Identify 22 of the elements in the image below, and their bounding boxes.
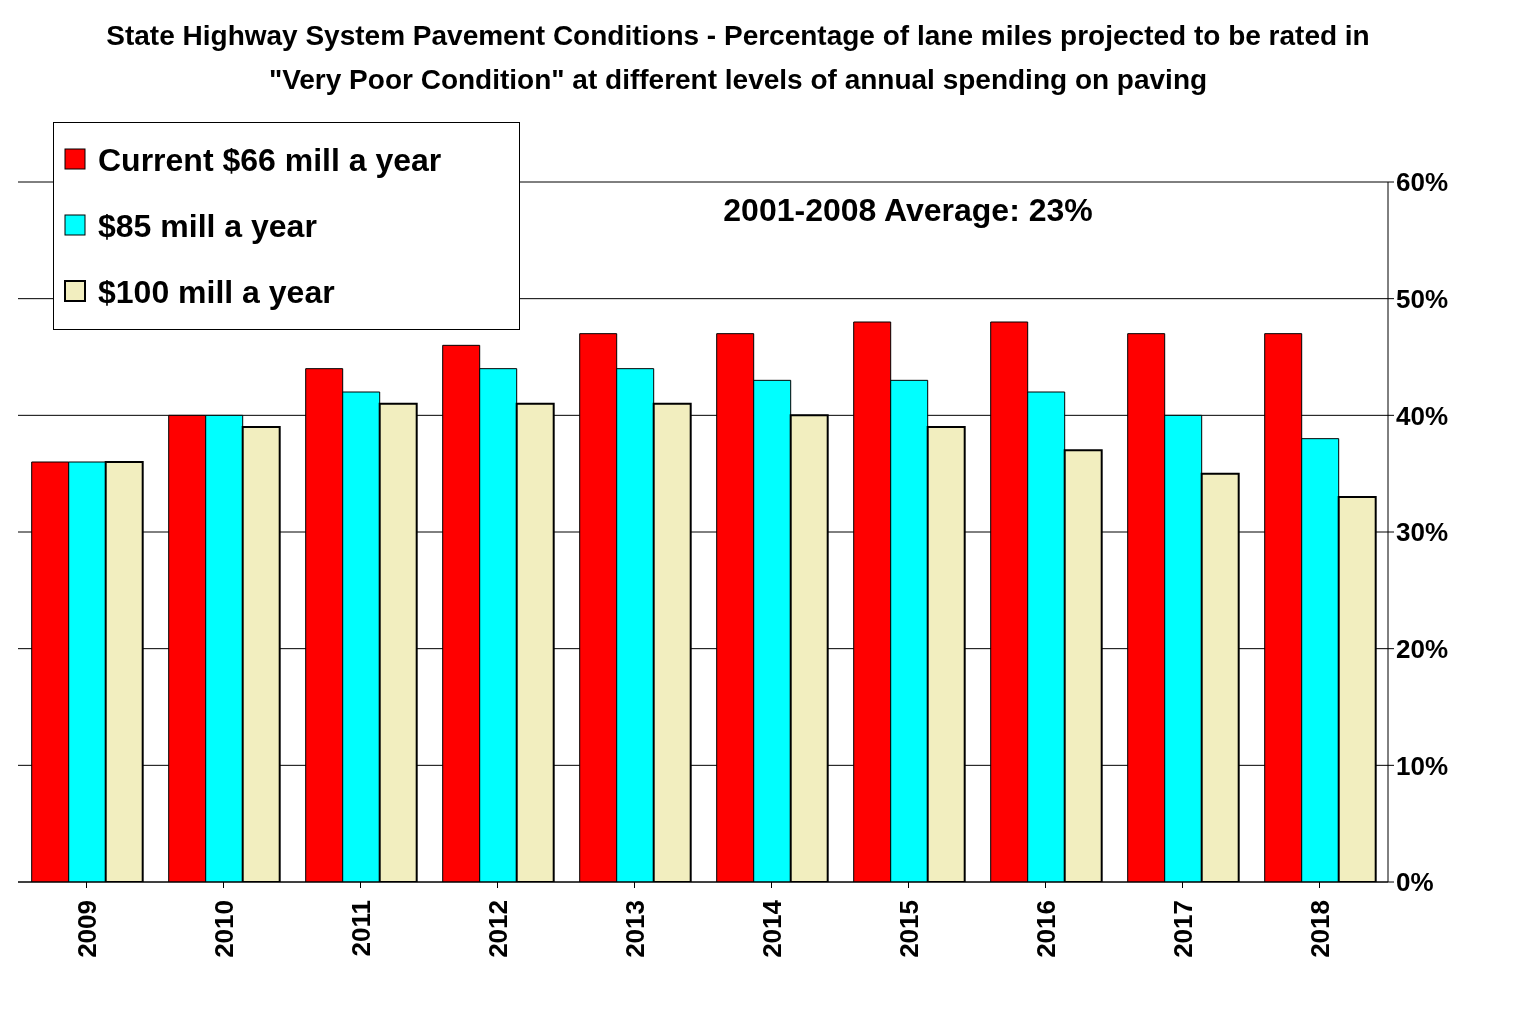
y-tick-label: 30%	[1396, 517, 1449, 548]
y-tick-label: 10%	[1396, 750, 1449, 781]
x-tick-label: 2015	[893, 900, 924, 958]
x-tick-label: 2009	[71, 900, 102, 958]
y-tick-label: 50%	[1396, 283, 1449, 314]
x-tick-label: 2010	[208, 900, 239, 958]
legend-label: $100 mill a year	[98, 273, 335, 311]
legend-label: $85 mill a year	[98, 207, 317, 245]
annotation: 2001-2008 Average: 23%	[722, 192, 1094, 229]
x-tick-label: 2014	[756, 899, 787, 958]
y-tick-label: 20%	[1396, 633, 1449, 664]
chart-title: State Highway System Pavement Conditions - Percentage of lane miles projected to be rated in "Very Poor Condition" at different levels of annual spending on paving	[105, 19, 1371, 97]
x-tick-label: 2012	[482, 900, 513, 958]
x-tick-label: 2011	[345, 900, 376, 957]
y-tick-label: 40%	[1396, 400, 1449, 431]
y-tick-label: 60%	[1396, 167, 1449, 198]
x-tick-label: 2016	[1030, 900, 1061, 958]
x-tick-label: 2013	[619, 900, 650, 958]
x-tick-label: 2017	[1167, 900, 1198, 958]
x-tick-label: 2018	[1304, 900, 1335, 958]
y-tick-label: 0%	[1396, 867, 1434, 898]
legend-label: Current $66 mill a year	[98, 141, 442, 179]
